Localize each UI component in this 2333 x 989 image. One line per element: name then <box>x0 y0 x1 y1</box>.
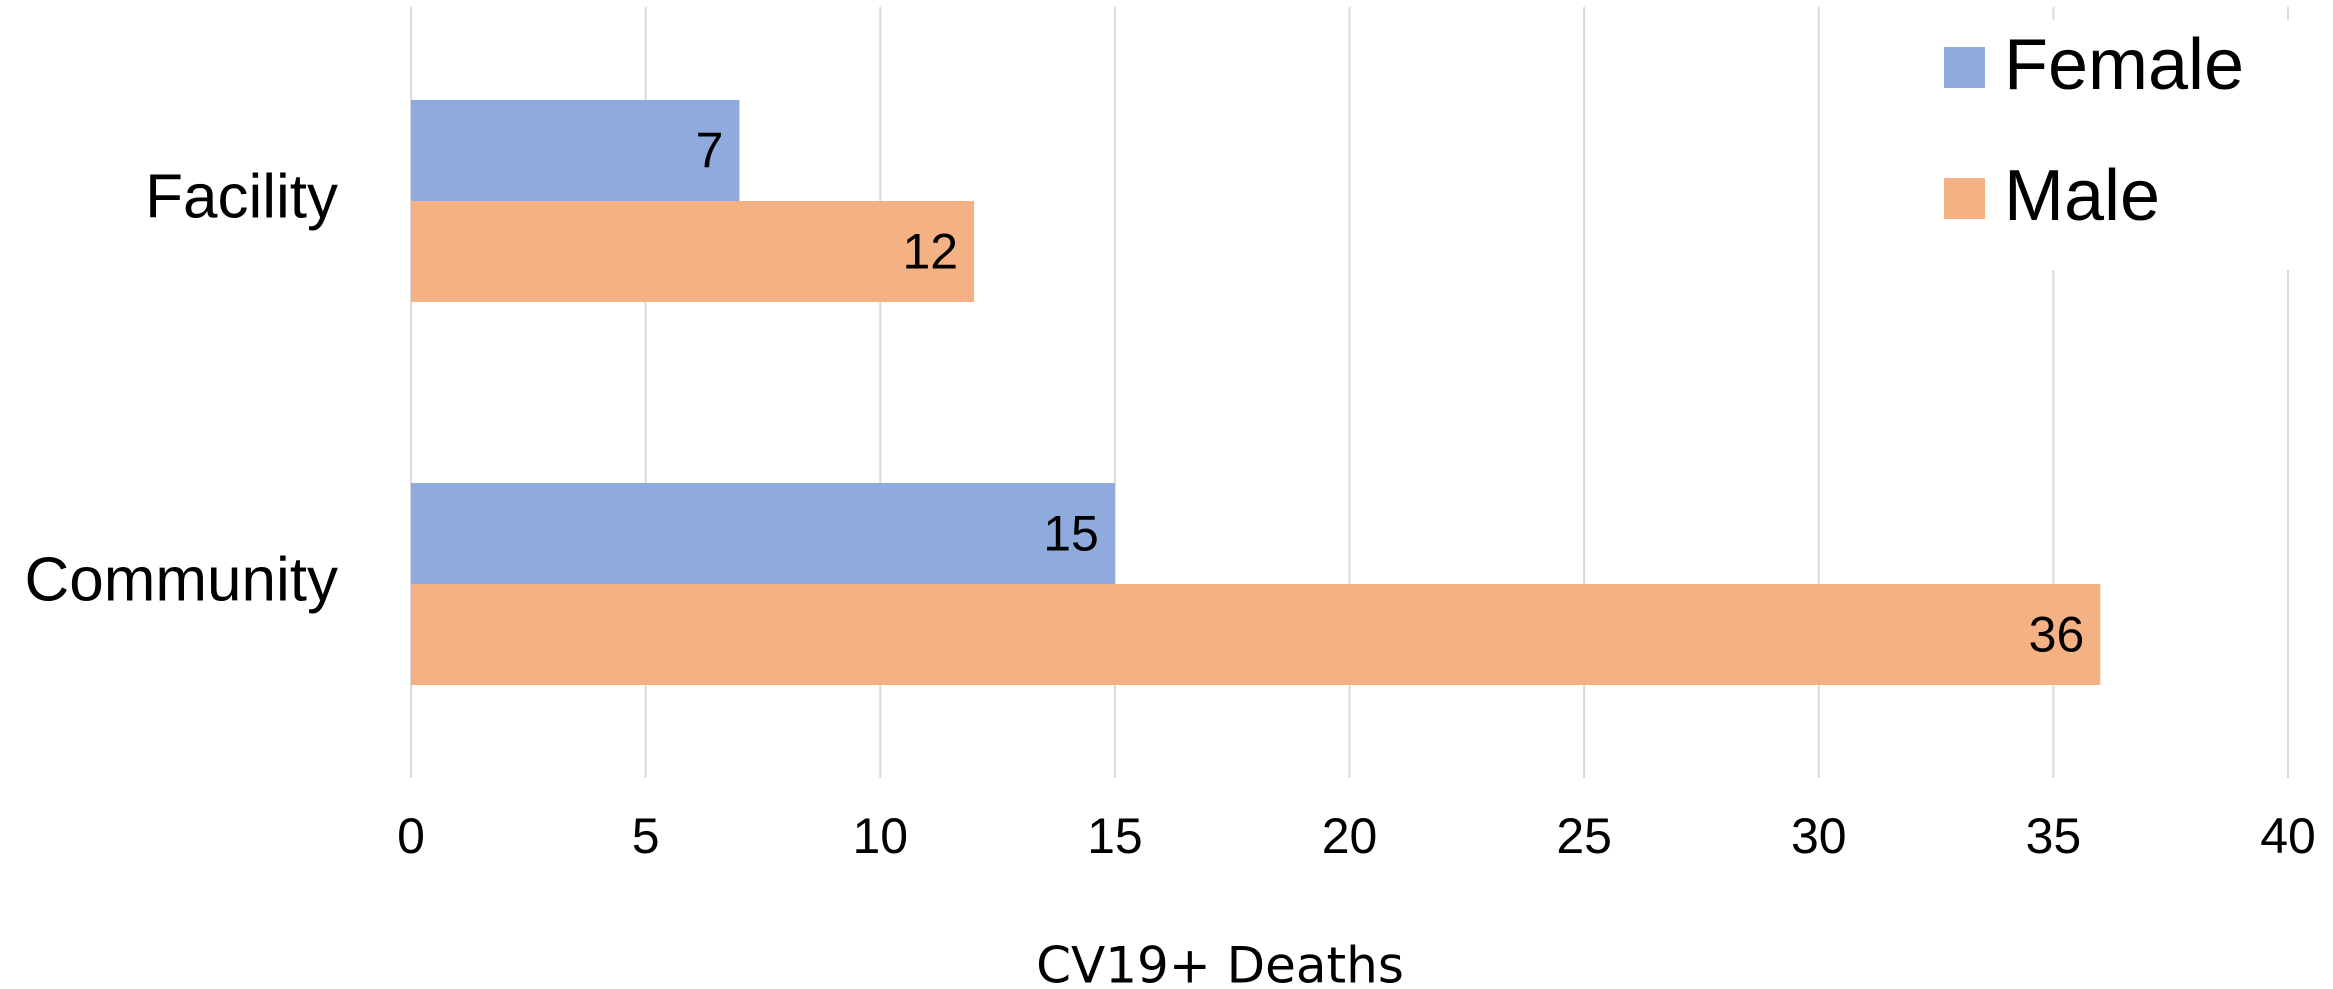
legend-swatch <box>1944 178 1985 219</box>
bar <box>411 483 1115 584</box>
y-tick-label: Facility <box>145 162 338 231</box>
legend-swatch <box>1944 47 1985 88</box>
y-tick-label: Community <box>24 545 338 614</box>
x-axis-title: CV19+ Deaths <box>1036 937 1404 989</box>
data-label: 7 <box>696 123 724 179</box>
x-tick-label: 10 <box>852 808 908 864</box>
data-label: 12 <box>902 224 958 280</box>
x-tick-label: 15 <box>1087 808 1143 864</box>
x-tick-label: 40 <box>2260 808 2316 864</box>
x-tick-label: 5 <box>632 808 660 864</box>
legend-background <box>1930 20 2330 270</box>
x-tick-label: 35 <box>2026 808 2082 864</box>
bar <box>411 201 975 302</box>
x-tick-label: 30 <box>1791 808 1847 864</box>
x-tick-label: 20 <box>1322 808 1378 864</box>
data-label: 36 <box>2029 607 2085 663</box>
legend-label: Male <box>2004 156 2160 236</box>
data-label: 15 <box>1043 506 1099 562</box>
bar <box>411 100 740 201</box>
x-tick-label: 25 <box>1556 808 1612 864</box>
bar <box>411 584 2101 685</box>
x-tick-label: 0 <box>397 808 425 864</box>
legend-label: Female <box>2004 25 2244 105</box>
